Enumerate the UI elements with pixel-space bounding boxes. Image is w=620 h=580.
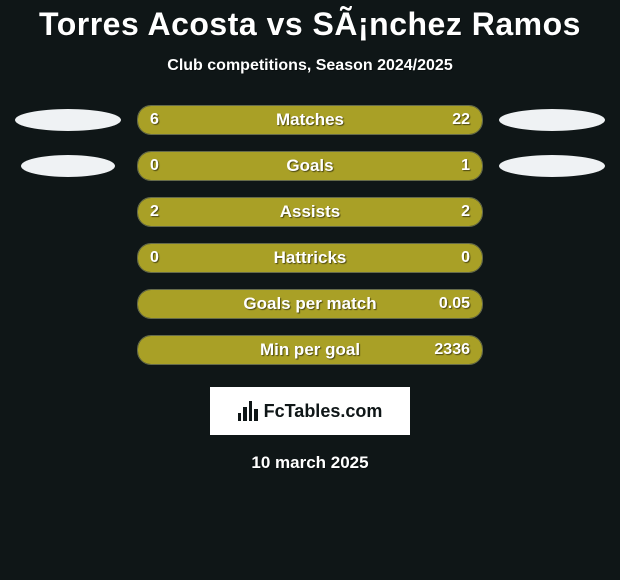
stat-bar: 00Hattricks — [137, 243, 483, 273]
side-slot-right — [499, 151, 605, 181]
stats-rows: 622Matches 01Goals 22Assists 00Hattricks 0.0… — [0, 105, 620, 365]
side-slot-left — [15, 197, 121, 227]
player-right-ellipse — [499, 109, 605, 131]
date: 10 march 2025 — [0, 453, 620, 473]
logo-icon — [238, 401, 258, 421]
side-slot-right — [499, 243, 605, 273]
player-left-ellipse — [15, 109, 121, 131]
stat-row: 2336Min per goal — [0, 335, 620, 365]
side-slot-right — [499, 105, 605, 135]
side-slot-right — [499, 197, 605, 227]
side-slot-left — [15, 243, 121, 273]
stat-bar: 2336Min per goal — [137, 335, 483, 365]
stat-row: 622Matches — [0, 105, 620, 135]
side-slot-right — [499, 289, 605, 319]
side-slot-left — [15, 105, 121, 135]
stat-bar: 622Matches — [137, 105, 483, 135]
stat-label: Assists — [138, 198, 482, 226]
player-left-ellipse — [21, 155, 115, 177]
stat-row: 22Assists — [0, 197, 620, 227]
logo-box: FcTables.com — [210, 387, 410, 435]
stat-label: Goals per match — [138, 290, 482, 318]
stat-label: Min per goal — [138, 336, 482, 364]
side-slot-left — [15, 289, 121, 319]
stat-row: 01Goals — [0, 151, 620, 181]
side-slot-left — [15, 151, 121, 181]
logo-text: FcTables.com — [264, 401, 383, 422]
stat-label: Goals — [138, 152, 482, 180]
player-right-ellipse — [499, 155, 605, 177]
stat-bar: 01Goals — [137, 151, 483, 181]
subtitle: Club competitions, Season 2024/2025 — [0, 57, 620, 75]
side-slot-right — [499, 335, 605, 365]
comparison-card: Torres Acosta vs SÃ¡nchez Ramos Club com… — [0, 0, 620, 580]
stat-bar: 22Assists — [137, 197, 483, 227]
side-slot-left — [15, 335, 121, 365]
stat-row: 0.05Goals per match — [0, 289, 620, 319]
stat-row: 00Hattricks — [0, 243, 620, 273]
page-title: Torres Acosta vs SÃ¡nchez Ramos — [0, 6, 620, 43]
stat-label: Matches — [138, 106, 482, 134]
stat-label: Hattricks — [138, 244, 482, 272]
stat-bar: 0.05Goals per match — [137, 289, 483, 319]
